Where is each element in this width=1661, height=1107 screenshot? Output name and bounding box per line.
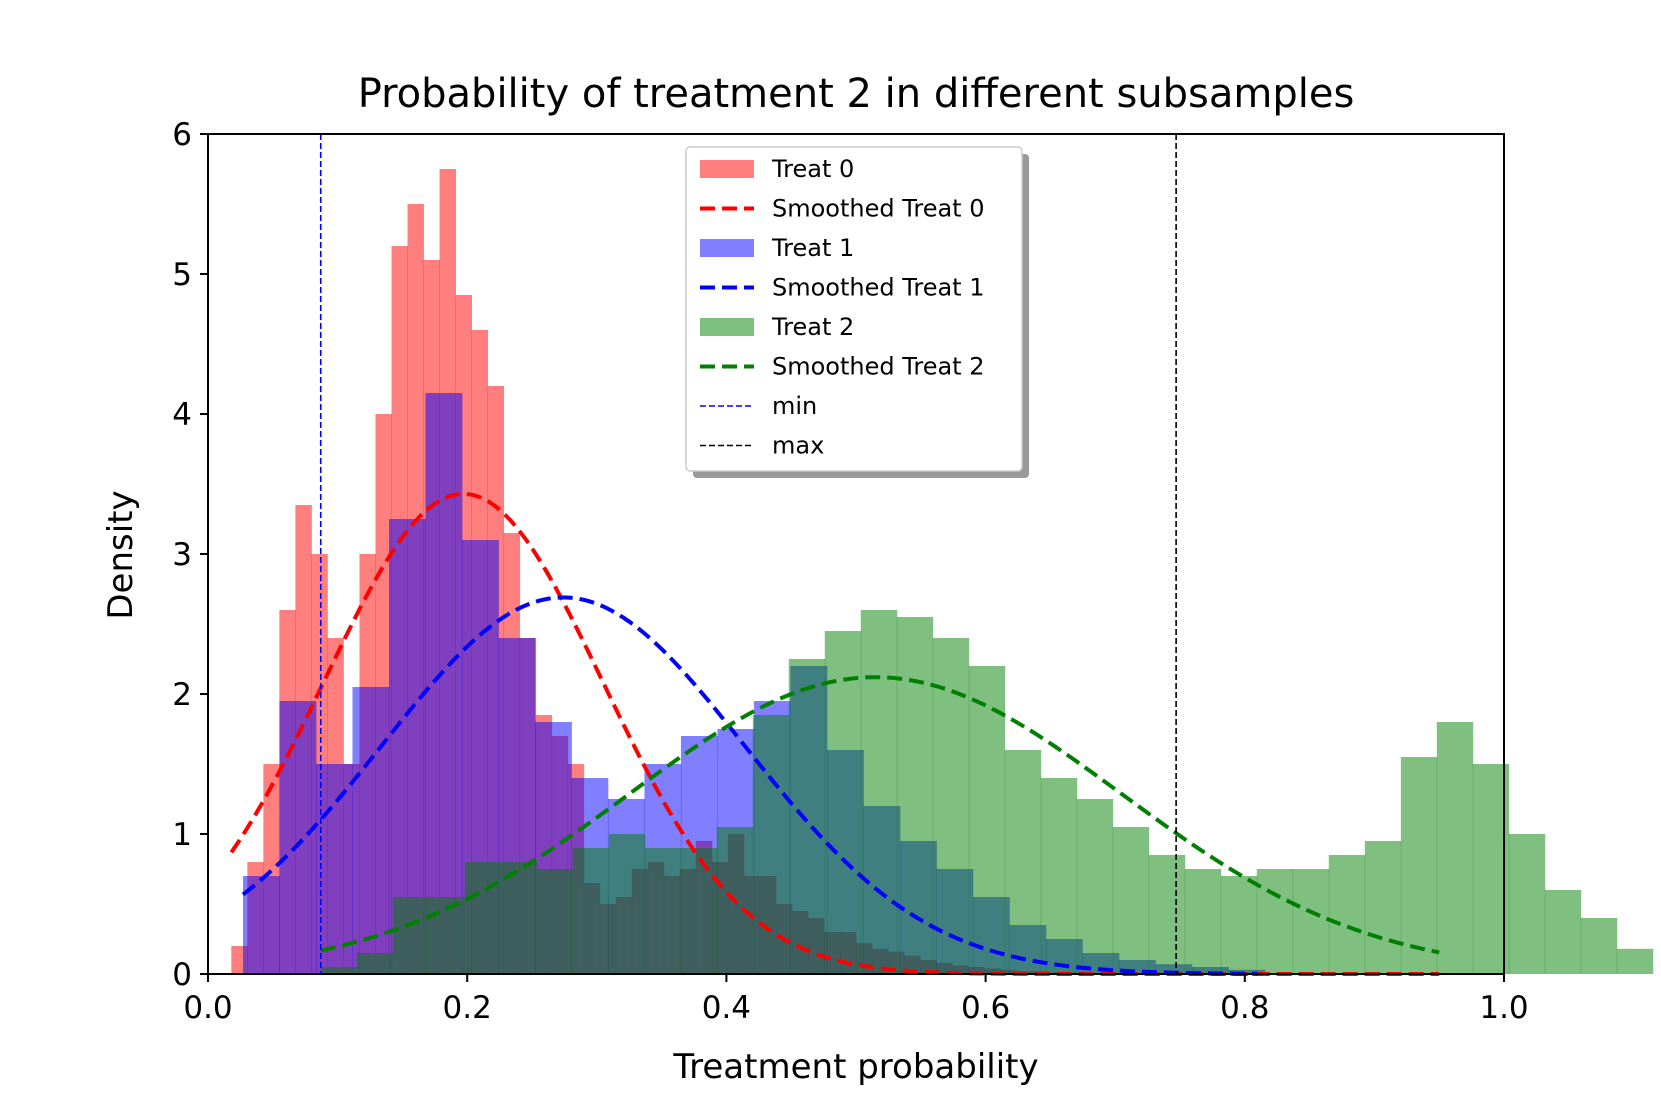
histogram-bar xyxy=(1220,876,1258,974)
histogram-2 xyxy=(320,610,1654,974)
x-tick-label: 0.8 xyxy=(1220,990,1269,1026)
legend-swatch xyxy=(700,318,754,336)
histogram-bar xyxy=(392,897,430,974)
histogram-bar xyxy=(788,659,826,974)
legend-label: Smoothed Treat 0 xyxy=(772,195,984,223)
histogram-bar xyxy=(644,848,682,974)
histogram-bar xyxy=(536,869,574,974)
histogram-bar xyxy=(1544,890,1582,974)
x-tick-label: 0.0 xyxy=(183,990,232,1026)
legend-box xyxy=(685,146,1023,472)
y-tick-label: 2 xyxy=(172,677,192,713)
histogram-bar xyxy=(1400,757,1438,974)
histogram-bar xyxy=(1148,855,1186,974)
histogram-bar xyxy=(1580,918,1618,974)
histogram-bar xyxy=(1364,841,1402,974)
histogram-bar xyxy=(320,967,358,974)
x-tick-label: 0.4 xyxy=(702,990,751,1026)
legend-label: Treat 2 xyxy=(771,313,854,341)
y-tick-label: 0 xyxy=(172,957,192,993)
y-axis: 0 1 2 3 4 5 6 xyxy=(172,117,208,993)
legend-label: Treat 0 xyxy=(771,155,854,183)
legend-label: Treat 1 xyxy=(771,234,854,262)
histogram-bar xyxy=(1508,834,1546,974)
legend-swatch xyxy=(700,239,754,257)
histogram-bar xyxy=(572,848,610,974)
y-axis-label: Density xyxy=(101,490,141,619)
histogram-bar xyxy=(1112,827,1150,974)
histogram-bar xyxy=(1040,778,1078,974)
x-axis: 0.0 0.2 0.4 0.6 0.8 1.0 xyxy=(183,974,1529,1026)
histogram-bar xyxy=(968,666,1006,974)
histogram-bar xyxy=(896,617,934,974)
histogram-bar xyxy=(1328,855,1366,974)
histogram-bar xyxy=(752,715,790,974)
legend: Treat 0 Smoothed Treat 0 Treat 1 Smoothed T… xyxy=(685,146,1029,478)
legend-swatch xyxy=(700,160,754,178)
histogram-bar xyxy=(425,393,463,974)
histogram-bar xyxy=(356,953,394,974)
x-axis-label: Treatment probability xyxy=(672,1047,1038,1087)
legend-label: max xyxy=(772,432,824,460)
histogram-bar xyxy=(824,631,862,974)
histogram-bar xyxy=(1184,869,1222,974)
histogram-bar xyxy=(1076,799,1114,974)
smoothed-curve-2 xyxy=(320,675,1440,955)
legend-label: min xyxy=(772,392,817,420)
legend-label: Smoothed Treat 1 xyxy=(772,274,984,302)
histogram-bar xyxy=(315,764,353,974)
y-tick-label: 6 xyxy=(172,117,192,153)
histogram-bar xyxy=(680,848,718,974)
histogram-bar xyxy=(1616,948,1654,974)
x-tick-label: 1.0 xyxy=(1479,990,1528,1026)
histogram-bar xyxy=(1004,750,1042,974)
histogram-bar xyxy=(1256,869,1294,974)
histogram-bar xyxy=(860,610,898,974)
x-tick-label: 0.6 xyxy=(961,990,1010,1026)
smoothed-curve-1 xyxy=(241,595,1258,976)
histogram-bar xyxy=(279,701,317,974)
chart-title: Probability of treatment 2 in different … xyxy=(358,71,1355,117)
y-tick-label: 4 xyxy=(172,397,192,433)
histogram-bar xyxy=(1292,869,1330,974)
y-tick-label: 1 xyxy=(172,817,192,853)
plot-area xyxy=(207,133,1654,976)
histogram-bar xyxy=(352,687,390,974)
x-tick-label: 0.2 xyxy=(443,990,492,1026)
histogram-bar xyxy=(242,876,280,974)
y-tick-label: 3 xyxy=(172,537,192,573)
histogram-bar xyxy=(464,862,502,974)
histogram-bar xyxy=(1436,722,1474,974)
histogram-bar xyxy=(608,834,646,974)
y-tick-label: 5 xyxy=(172,257,192,293)
legend-label: Smoothed Treat 2 xyxy=(772,353,984,381)
histogram-bar xyxy=(500,862,538,974)
